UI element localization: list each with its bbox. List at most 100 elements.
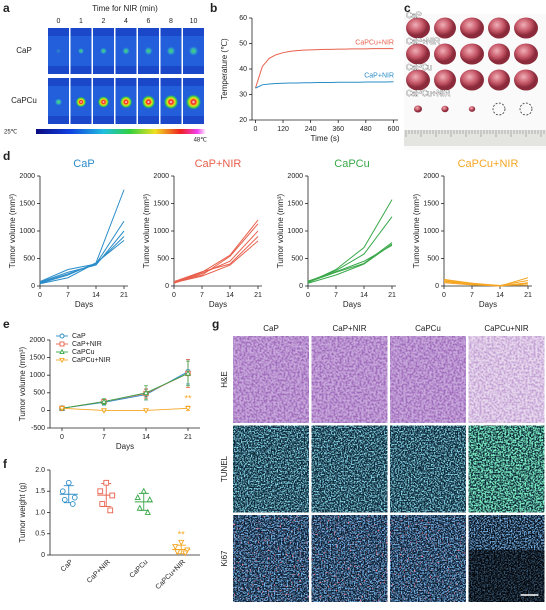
series-line: [173, 223, 259, 283]
hotspot: [75, 96, 87, 108]
tumor: [514, 17, 538, 39]
histology-column-label: CaPCu+NIR: [484, 324, 528, 333]
x-tick-label: 7: [66, 292, 70, 299]
hotspot: [166, 46, 176, 56]
marker: [97, 488, 104, 495]
marker: [59, 333, 65, 339]
series-line: [254, 48, 394, 89]
x-axis-label: Days: [209, 300, 227, 309]
x-tick-label: 0: [172, 292, 176, 299]
series-line: [307, 216, 393, 283]
x-tick-label: 480: [360, 126, 372, 133]
marker: [136, 504, 143, 511]
hotspot: [119, 95, 133, 109]
y-tick-label: 2000: [423, 173, 439, 180]
series-line: [61, 371, 189, 409]
legend-label: CaP+NIR: [72, 341, 102, 348]
x-axis-label: Days: [116, 442, 134, 451]
marker: [134, 494, 141, 500]
histology-texture: [311, 425, 388, 513]
panel-letter: c: [404, 1, 411, 15]
y-axis-label: Tumor volume (mm³): [276, 193, 285, 268]
colorbar-min: 25℃: [4, 130, 18, 136]
hotspot: [97, 96, 110, 108]
x-axis-label: Days: [75, 300, 93, 309]
y-axis-label: Temperature (℃): [220, 38, 229, 100]
panel-letter: f: [3, 457, 8, 471]
y-tick-label: 500: [427, 255, 439, 262]
histology-row-label: TUNEL: [220, 455, 229, 482]
y-tick-label: 1000: [153, 228, 169, 235]
histology-column-label: CaP: [263, 324, 279, 333]
hotspot: [121, 46, 131, 56]
histology-texture: [233, 515, 309, 602]
histology-column-label: CaPCu: [415, 324, 441, 333]
category-label: CaP: [60, 559, 75, 574]
series-line: [61, 373, 189, 409]
panel-letter: b: [210, 1, 217, 15]
x-tick-label: 14: [496, 292, 504, 299]
marker: [59, 406, 65, 412]
tumor: [406, 17, 430, 39]
histology-row-label: H&E: [220, 371, 229, 387]
hotspot: [77, 47, 85, 55]
category-label: CaPCu: [129, 559, 150, 580]
x-tick-label: 600: [388, 126, 400, 133]
histology-texture: [390, 425, 466, 513]
x-tick-label: 21: [184, 434, 192, 441]
y-tick-label: 30: [239, 91, 247, 98]
x-tick-label: 0: [38, 292, 42, 299]
marker: [174, 549, 181, 556]
tumor: [460, 43, 484, 65]
marker: [185, 406, 191, 412]
y-tick-label: 2000: [19, 173, 35, 180]
y-tick-label: 0: [165, 283, 169, 290]
legend-label: CaPCu+NIR: [72, 357, 111, 364]
legend-label: CaPCu: [72, 349, 95, 356]
histology-texture: [468, 336, 545, 423]
series-line: [39, 220, 125, 283]
hotspot: [141, 95, 156, 109]
colorbar-max: 48℃: [194, 138, 208, 144]
time-label: 1: [79, 18, 83, 25]
tumor: [488, 69, 510, 91]
y-tick-label: 500: [33, 390, 45, 397]
y-tick-label: 0.5: [35, 531, 45, 538]
x-tick-label: 360: [332, 126, 344, 133]
marker: [59, 341, 65, 347]
y-axis-label: Tumor volume (mm³): [8, 193, 17, 268]
marker: [71, 494, 78, 501]
x-tick-label: 14: [226, 292, 234, 299]
legend-label: CaP: [72, 333, 86, 340]
x-tick-label: 0: [253, 126, 257, 133]
x-tick-label: 120: [277, 126, 289, 133]
marker: [185, 370, 191, 376]
histology-texture: [390, 515, 466, 602]
photo-row-label: CaP: [406, 11, 422, 20]
marker: [184, 547, 191, 554]
category-label: CaPCu+NIR: [155, 559, 187, 591]
tumor: [434, 69, 456, 91]
x-tick-label: 21: [388, 292, 396, 299]
y-tick-label: 1000: [423, 228, 439, 235]
tumor: [514, 43, 538, 65]
histology-texture: [468, 425, 545, 513]
series-line: [173, 236, 259, 283]
marker: [101, 398, 107, 404]
thermal-row-label: CaP: [16, 46, 32, 55]
x-tick-label: 14: [142, 434, 150, 441]
marker: [143, 408, 149, 414]
panel-letter: a: [3, 1, 10, 15]
series-line: [307, 244, 393, 282]
photo-row-label: CaP+NIR: [406, 37, 440, 46]
tumor: [488, 43, 510, 65]
photo-row-label: CaPCu+NIR: [406, 89, 450, 98]
x-tick-label: 14: [92, 292, 100, 299]
series-line: [39, 239, 125, 285]
y-tick-label: 40: [239, 66, 247, 73]
series-line: [443, 278, 529, 286]
hotspot: [163, 94, 179, 110]
tumor: [441, 105, 449, 113]
